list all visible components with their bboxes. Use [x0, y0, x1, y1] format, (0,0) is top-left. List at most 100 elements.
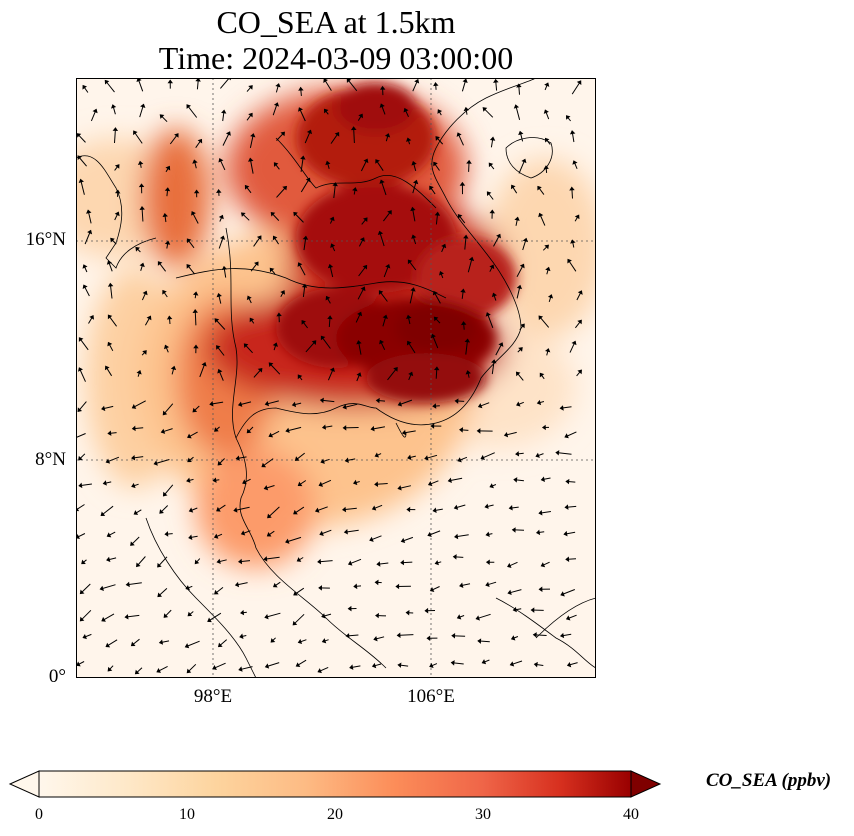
wind-arrowhead: [433, 161, 438, 167]
wind-arrowhead: [540, 562, 546, 568]
wind-arrowhead: [78, 337, 84, 342]
colorbar-gradient: [38, 770, 632, 798]
wind-arrowhead: [233, 507, 238, 513]
wind-arrowhead: [342, 404, 347, 410]
wind-arrowhead: [576, 80, 582, 85]
wind-arrowhead: [240, 212, 246, 217]
wind-arrowhead: [280, 290, 285, 295]
wind-arrowhead: [87, 229, 93, 235]
wind-arrowhead: [538, 212, 544, 218]
wind-arrowhead: [191, 211, 196, 216]
wind-arrowhead: [385, 264, 391, 269]
wind-arrowhead: [297, 374, 303, 380]
wind-arrowhead: [545, 266, 551, 272]
wind-arrowhead: [242, 479, 247, 485]
wind-arrowhead: [298, 86, 304, 91]
wind-arrowhead: [347, 560, 353, 566]
wind-arrowhead: [566, 662, 572, 668]
wind-arrowhead: [301, 320, 306, 325]
wind-arrowhead: [411, 234, 417, 239]
wind-arrowhead: [270, 211, 276, 217]
wind-arrowhead: [424, 607, 429, 614]
wind-arrowhead: [246, 295, 252, 301]
wind-arrowhead: [342, 425, 347, 431]
wind-arrowhead: [540, 476, 545, 482]
wind-arrowhead: [244, 184, 250, 190]
wind-arrowhead: [516, 401, 521, 407]
wind-arrowhead: [512, 606, 517, 613]
wind-arrowhead: [463, 234, 469, 239]
wind-arrowhead: [374, 579, 379, 586]
wind-arrowhead: [264, 614, 269, 620]
wind-arrowhead: [344, 457, 349, 463]
wind-arrowhead: [82, 284, 88, 289]
wind-arrowhead: [184, 643, 190, 649]
wind-arrowhead: [379, 339, 384, 345]
wind-arrowhead: [485, 531, 490, 537]
wind-arrowhead: [565, 615, 571, 621]
wind-arrowhead: [133, 510, 139, 515]
wind-arrowhead: [142, 290, 148, 296]
wind-arrowhead: [509, 661, 515, 667]
wind-arrowhead: [356, 372, 362, 377]
lon-label-98e: 98°E: [193, 686, 233, 707]
wind-arrowhead: [187, 611, 193, 617]
wind-arrowhead: [530, 607, 535, 613]
wind-arrowhead: [157, 592, 163, 598]
wind-arrowhead: [246, 428, 252, 434]
wind-arrowhead: [297, 262, 303, 267]
wind-arrowhead: [489, 264, 495, 270]
wind-arrowhead: [186, 238, 192, 244]
wind-arrowhead: [541, 424, 546, 431]
wind-arrowhead: [187, 457, 192, 463]
wind-arrowhead: [89, 315, 94, 320]
wind-arrowhead: [86, 209, 92, 214]
wind-arrowhead: [101, 405, 106, 412]
wind-arrowhead: [318, 481, 324, 487]
wind-arrowhead: [352, 479, 358, 486]
wind-arrowhead: [82, 264, 88, 269]
wind-arrowhead: [538, 510, 543, 516]
wind-arrowhead: [456, 132, 462, 137]
wind-arrowhead: [268, 432, 274, 438]
wind-arrowhead: [114, 164, 120, 169]
wind-arrowhead: [480, 454, 485, 461]
wind-arrowhead: [78, 367, 84, 372]
wind-arrowhead: [343, 529, 348, 535]
wind-arrowhead: [375, 159, 380, 164]
wind-arrowhead: [539, 372, 545, 378]
wind-arrowhead: [302, 235, 309, 240]
wind-arrowhead: [105, 458, 111, 464]
wind-arrowhead: [221, 265, 228, 271]
wind-arrowhead: [468, 256, 475, 262]
wind-arrowhead: [319, 397, 324, 404]
wind-arrowhead: [240, 609, 245, 616]
wind-arrowhead: [387, 210, 392, 215]
wind-arrowhead: [314, 507, 320, 513]
wind-arrowhead: [393, 367, 398, 372]
wind-arrowhead: [101, 616, 106, 622]
wind-arrowhead: [375, 397, 380, 404]
wind-arrowhead: [212, 665, 217, 670]
wind-arrowhead: [564, 433, 569, 439]
wind-arrowhead: [438, 271, 444, 276]
wind-arrowhead: [434, 211, 441, 216]
wind-arrowhead: [559, 632, 565, 639]
wind-arrowhead: [214, 427, 219, 432]
wind-arrowhead: [395, 583, 400, 590]
wind-arrowhead: [130, 641, 136, 647]
wind-arrowhead: [510, 184, 516, 190]
wind-arrowhead: [112, 127, 119, 132]
wind-arrowhead: [432, 403, 437, 409]
wind-arrowhead: [275, 83, 281, 88]
wind-arrowhead: [430, 423, 435, 429]
wind-arrowhead: [136, 369, 142, 375]
wind-arrowhead: [107, 282, 114, 287]
wind-arrowhead: [567, 258, 572, 264]
wind-arrowhead: [515, 371, 521, 377]
lat-label-16n: 16°N: [25, 229, 66, 250]
wind-arrowhead: [359, 237, 365, 242]
wind-arrowhead: [164, 240, 171, 245]
wind-arrowhead: [397, 401, 403, 407]
wind-arrowhead: [544, 82, 550, 87]
